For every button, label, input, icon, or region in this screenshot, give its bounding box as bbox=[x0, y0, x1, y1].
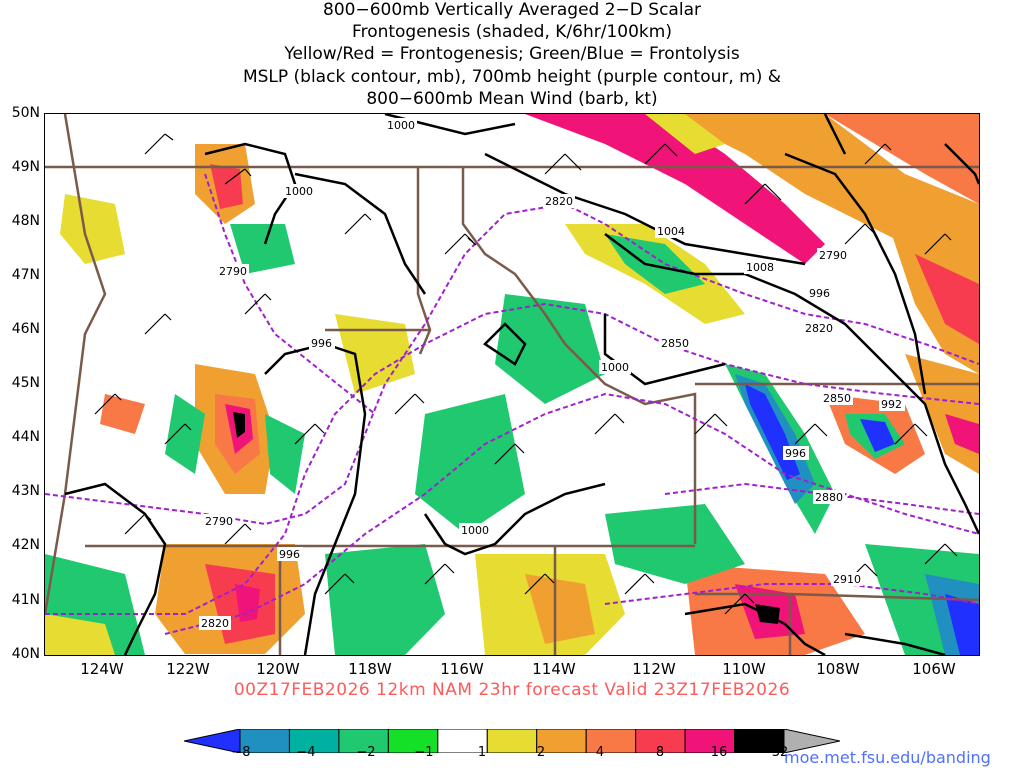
mslp-label: 1008 bbox=[746, 261, 774, 274]
mslp-label: 1000 bbox=[387, 119, 415, 132]
mslp-label: 1000 bbox=[461, 524, 489, 537]
lat-label: 40N bbox=[11, 646, 40, 662]
title-line-4: MSLP (black contour, mb), 700mb height (… bbox=[242, 67, 782, 87]
colorbar-label: −1 bbox=[414, 745, 434, 760]
lat-label: 47N bbox=[11, 267, 40, 283]
mslp-label: 996 bbox=[311, 337, 332, 350]
colorbar-label: 32 bbox=[771, 745, 789, 760]
mslp-label: 996 bbox=[785, 447, 806, 460]
height-label: 2790 bbox=[219, 265, 247, 278]
colorbar-label: −4 bbox=[296, 745, 316, 760]
title-line-1: 800−600mb Vertically Averaged 2−D Scalar bbox=[323, 0, 701, 20]
colorbar-cell bbox=[684, 729, 736, 753]
colorbar-label: −8 bbox=[231, 745, 251, 760]
height-label: 2790 bbox=[819, 249, 847, 262]
lat-label: 43N bbox=[11, 483, 40, 499]
lon-label: 124W bbox=[80, 660, 124, 678]
mslp-contours bbox=[64, 114, 979, 655]
height-label: 2790 bbox=[205, 515, 233, 528]
colorbar-label: 8 bbox=[655, 745, 665, 760]
mslp-label: 996 bbox=[279, 548, 300, 561]
mslp-label: 1004 bbox=[657, 225, 685, 238]
coastline bbox=[45, 114, 107, 615]
wind-barbs bbox=[94, 133, 958, 615]
mslp-label: 996 bbox=[809, 287, 830, 300]
lat-label: 48N bbox=[11, 213, 40, 229]
frontogenesis-shading bbox=[45, 114, 979, 655]
mslp-label: 992 bbox=[881, 398, 902, 411]
colorbar-cell bbox=[585, 729, 637, 753]
height-label: 2820 bbox=[805, 322, 833, 335]
state-borders bbox=[45, 114, 979, 655]
colorbar-cell bbox=[486, 729, 538, 753]
title-line-3: Yellow/Red = Frontogenesis; Green/Blue =… bbox=[284, 44, 740, 64]
lon-label: 116W bbox=[440, 660, 484, 678]
lat-label: 49N bbox=[11, 159, 40, 175]
map-canvas: 1000 1000 996 1004 1008 996 1000 996 992… bbox=[45, 114, 979, 655]
lat-label: 46N bbox=[11, 321, 40, 337]
mslp-label: 1000 bbox=[285, 185, 313, 198]
lat-label: 50N bbox=[11, 105, 40, 121]
height-label: 2880 bbox=[815, 491, 843, 504]
height-label: 2820 bbox=[545, 195, 573, 208]
lon-label: 108W bbox=[816, 660, 860, 678]
colorbar-label: 2 bbox=[536, 745, 546, 760]
colorbar-cell bbox=[288, 729, 340, 753]
colorbar-cell bbox=[239, 729, 290, 753]
lon-label: 112W bbox=[632, 660, 676, 678]
height-label: 2910 bbox=[833, 573, 861, 586]
colorbar bbox=[184, 729, 840, 753]
lon-label: 120W bbox=[256, 660, 300, 678]
colorbar-label: 1 bbox=[477, 745, 487, 760]
mslp-label: 1000 bbox=[601, 361, 629, 374]
height-label: 2850 bbox=[823, 392, 851, 405]
lon-label: 118W bbox=[348, 660, 392, 678]
colorbar-cell bbox=[734, 729, 785, 753]
title-line-5: 800−600mb Mean Wind (barb, kt) bbox=[366, 89, 658, 109]
lat-label: 41N bbox=[11, 592, 40, 608]
height-label: 2820 bbox=[201, 617, 229, 630]
lon-label: 122W bbox=[166, 660, 210, 678]
title-line-2: Frontogenesis (shaded, K/6hr/100km) bbox=[352, 22, 672, 42]
credit-link[interactable]: moe.met.fsu.edu/banding bbox=[784, 748, 991, 767]
lon-label: 114W bbox=[532, 660, 576, 678]
colorbar-cell bbox=[783, 729, 840, 753]
forecast-valid-line: 00Z17FEB2026 12km NAM 23hr forecast Vali… bbox=[233, 680, 791, 700]
idaho-west-border bbox=[416, 167, 432, 355]
idaho-montana-border bbox=[461, 167, 697, 544]
colorbar-label: 4 bbox=[595, 745, 605, 760]
colorbar-cells bbox=[184, 729, 840, 753]
map-panel: 1000 1000 996 1004 1008 996 1000 996 992… bbox=[44, 113, 980, 656]
lat-label: 44N bbox=[11, 429, 40, 445]
colorbar-label: −2 bbox=[356, 745, 376, 760]
colorbar-label: 16 bbox=[710, 745, 728, 760]
lat-label: 42N bbox=[11, 537, 40, 553]
lon-label: 106W bbox=[912, 660, 956, 678]
lat-label: 45N bbox=[11, 375, 40, 391]
lon-label: 110W bbox=[722, 660, 766, 678]
height-label: 2850 bbox=[661, 337, 689, 350]
